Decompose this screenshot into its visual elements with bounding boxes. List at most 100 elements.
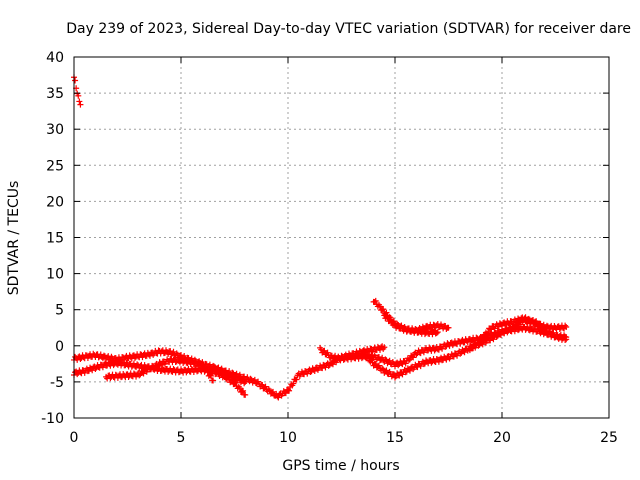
data-point <box>307 368 314 375</box>
data-point <box>383 313 390 320</box>
data-point <box>461 349 468 356</box>
series-late-upper <box>466 314 570 354</box>
data-point <box>293 376 300 383</box>
data-point <box>207 372 214 379</box>
data-point <box>232 379 239 386</box>
data-point <box>493 334 500 341</box>
data-point <box>395 362 402 369</box>
data-point <box>365 353 372 360</box>
x-tick-label: 10 <box>279 430 297 446</box>
data-point <box>203 366 210 373</box>
series-afternoon-upper-2 <box>381 312 441 338</box>
data-point <box>275 394 282 401</box>
x-axis-label: GPS time / hours <box>282 458 399 474</box>
data-point <box>200 361 207 368</box>
data-point <box>206 372 213 379</box>
data-point <box>74 371 81 378</box>
data-point <box>75 92 82 99</box>
data-point <box>442 343 449 350</box>
data-point <box>77 355 84 362</box>
data-point <box>386 357 393 364</box>
data-point <box>392 363 398 370</box>
data-point <box>151 365 158 372</box>
data-point <box>233 370 240 377</box>
data-point <box>130 360 137 367</box>
data-point <box>395 322 402 329</box>
data-point <box>76 98 83 105</box>
data-point <box>454 352 461 359</box>
data-point <box>502 321 509 328</box>
data-point <box>241 380 248 387</box>
data-point <box>236 385 243 392</box>
data-point <box>380 306 387 313</box>
data-point <box>499 322 505 329</box>
grid-layer <box>74 57 609 418</box>
data-point <box>434 329 441 336</box>
data-point <box>72 77 79 84</box>
x-tick-label: 15 <box>386 430 404 446</box>
data-point <box>259 381 266 388</box>
data-point <box>497 332 504 339</box>
data-point <box>251 376 258 383</box>
data-point <box>396 372 403 379</box>
data-point <box>406 367 413 374</box>
y-tick-label: 30 <box>46 122 64 138</box>
data-point <box>229 369 236 376</box>
data-point <box>131 354 138 361</box>
y-tick-label: 15 <box>46 231 64 247</box>
data-point <box>282 390 289 397</box>
data-point <box>375 362 382 369</box>
data-point <box>524 323 531 330</box>
series-mid-track-morning <box>103 355 217 384</box>
data-point <box>215 364 222 371</box>
data-point <box>477 338 484 345</box>
data-point <box>410 354 417 361</box>
data-point <box>417 350 424 357</box>
data-point <box>290 380 297 387</box>
data-point <box>479 341 486 348</box>
data-point <box>480 335 487 342</box>
data-point <box>402 360 409 367</box>
data-point <box>476 338 483 345</box>
data-point <box>226 368 233 375</box>
x-tick-label: 25 <box>600 430 618 446</box>
data-point <box>311 367 318 374</box>
data-point <box>540 321 547 328</box>
data-point <box>414 364 421 371</box>
data-point <box>428 359 435 366</box>
data-point <box>372 297 379 304</box>
data-point <box>488 326 495 333</box>
data-point <box>473 342 480 349</box>
data-point <box>335 353 342 360</box>
data-point <box>522 314 529 321</box>
y-tick-label: -5 <box>50 375 64 391</box>
data-point <box>270 388 277 395</box>
data-point <box>431 347 438 354</box>
data-point <box>384 314 391 321</box>
data-point <box>146 352 153 359</box>
data-point <box>562 322 569 329</box>
data-point <box>105 353 112 360</box>
data-point <box>247 375 254 382</box>
x-tick-label: 0 <box>70 430 79 446</box>
data-point <box>329 361 336 368</box>
series-afternoon-lower <box>359 315 570 381</box>
y-tick-label: 35 <box>46 86 64 102</box>
data-point <box>443 356 450 363</box>
data-point <box>387 316 394 323</box>
data-point <box>136 372 143 379</box>
data-point <box>170 348 177 355</box>
data-point <box>563 334 570 341</box>
data-point <box>89 367 96 374</box>
data-point <box>321 347 328 354</box>
data-point <box>325 362 332 369</box>
y-tick-label: 40 <box>46 50 64 66</box>
data-point <box>435 346 442 353</box>
y-tick-label: 10 <box>46 267 64 283</box>
data-point <box>405 325 412 332</box>
data-point <box>74 356 81 363</box>
data-point <box>185 357 192 364</box>
